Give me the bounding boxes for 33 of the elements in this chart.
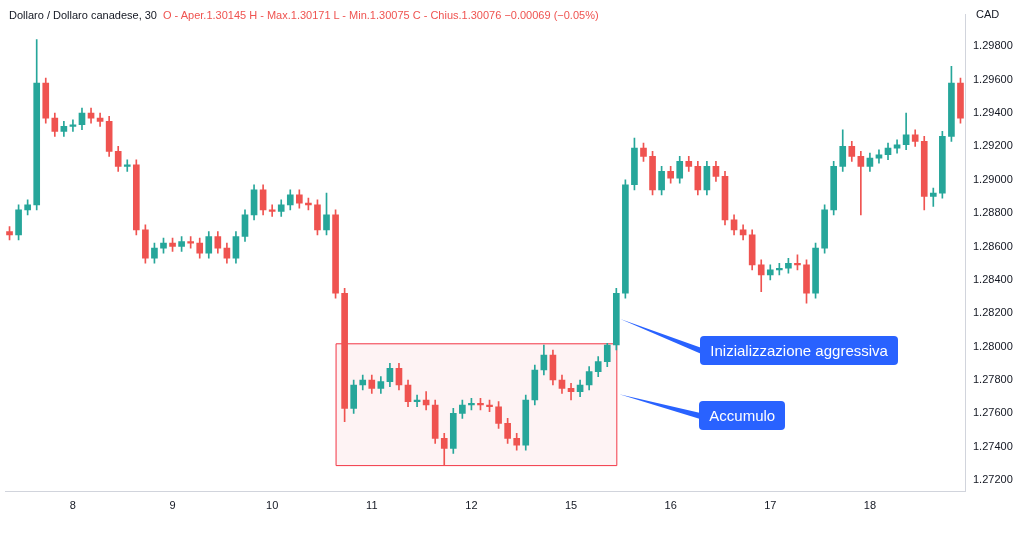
y-tick-label: 1.28200 bbox=[973, 306, 1013, 319]
x-tick-label: 10 bbox=[266, 499, 279, 512]
y-tick-label: 1.27800 bbox=[973, 373, 1013, 386]
candlestick bbox=[929, 187, 937, 207]
y-tick-label: 1.28600 bbox=[973, 239, 1013, 252]
x-tick-label: 18 bbox=[863, 499, 877, 512]
candlestick bbox=[69, 119, 77, 132]
x-tick-label: 9 bbox=[169, 499, 176, 512]
x-tick-label: 8 bbox=[69, 499, 76, 512]
y-tick-label: 1.28000 bbox=[973, 339, 1013, 352]
y-tick-label: 1.27200 bbox=[973, 473, 1013, 486]
y-tick-label: 1.28800 bbox=[973, 206, 1013, 219]
x-tick-label: 15 bbox=[564, 499, 578, 512]
band-label: Accumulo bbox=[699, 401, 786, 431]
candlestick bbox=[857, 151, 865, 216]
candlestick bbox=[268, 204, 276, 217]
chart-subtitle: O - Aper.1.30145 H - Max.1.30171 L - Min.1.30075 C - Chius.1.30076 −0.00069 (−0.05%) bbox=[162, 9, 599, 21]
y-axis-title: CAD bbox=[976, 8, 1000, 20]
y-tick-label: 1.29000 bbox=[973, 172, 1013, 185]
y-tick-label: 1.29600 bbox=[973, 72, 1013, 85]
y-tick-label: 1.29400 bbox=[973, 106, 1013, 119]
x-tick-label: 12 bbox=[465, 499, 478, 512]
y-tick-label: 1.29200 bbox=[973, 139, 1013, 152]
y-tick-label: 1.28400 bbox=[973, 272, 1013, 285]
y-tick-label: 1.27400 bbox=[973, 439, 1013, 452]
candlestick bbox=[123, 159, 131, 172]
chart-title: Dollaro / Dollaro canadese, 30 bbox=[9, 9, 157, 21]
y-tick-label: 1.27600 bbox=[973, 406, 1013, 419]
x-tick-label: 11 bbox=[366, 499, 378, 512]
y-tick-label: 1.29800 bbox=[973, 39, 1013, 52]
annotation: Inizializzazione aggressiva bbox=[700, 336, 898, 366]
x-tick-label: 16 bbox=[664, 499, 677, 512]
x-tick-label: 17 bbox=[764, 499, 777, 512]
